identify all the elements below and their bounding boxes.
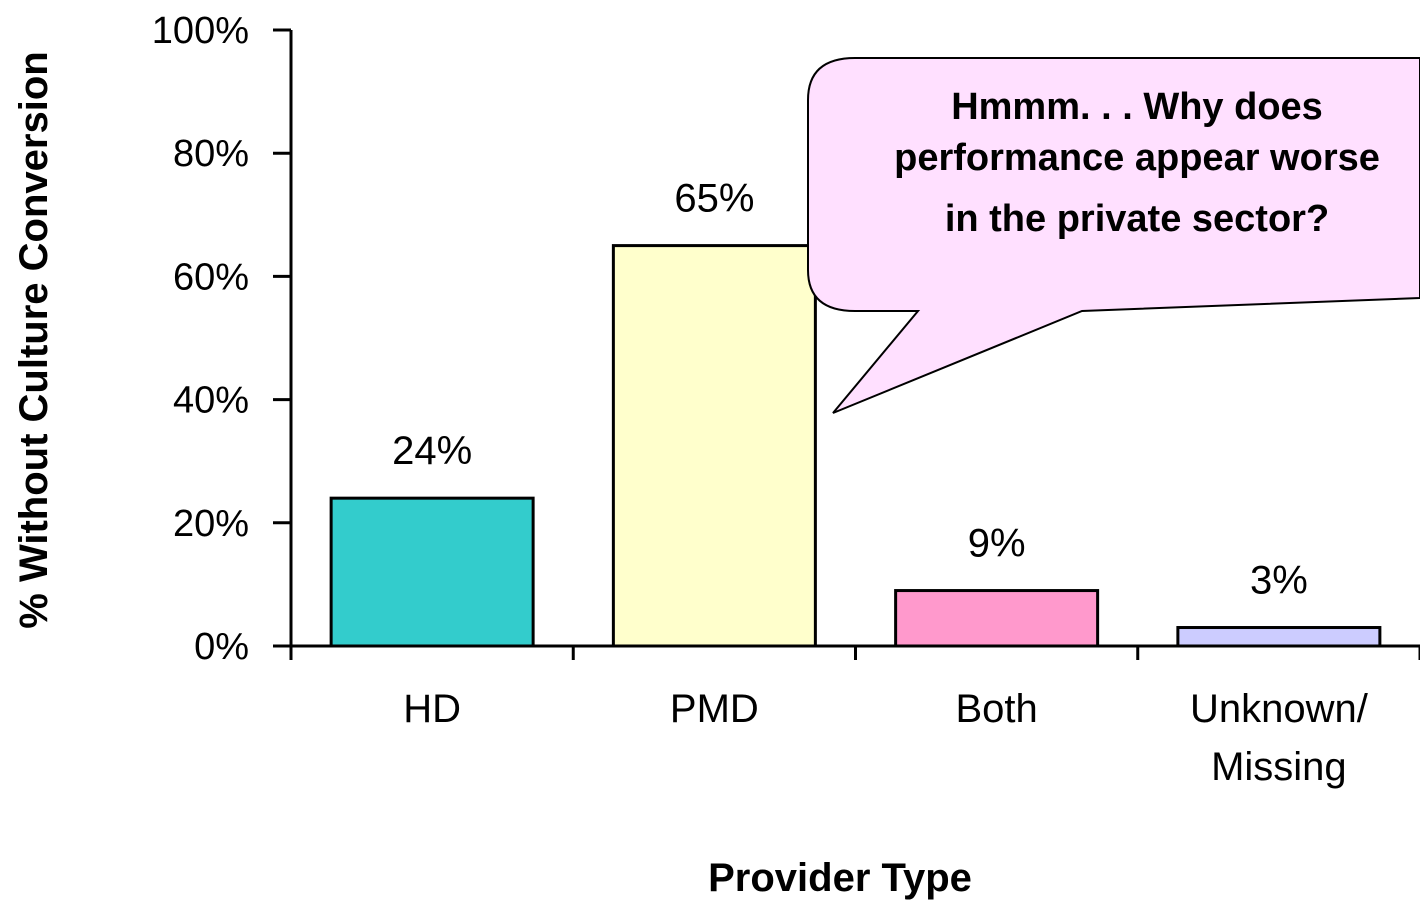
x-ticks: HD PMD Both Unknown/Missing [289, 646, 1420, 789]
y-ticks: 0% 20% 40% 60% 80% 100% [152, 10, 291, 668]
bar-1 [611, 244, 817, 648]
y-tick-label: 80% [173, 133, 249, 175]
data-label-1: 65% [674, 177, 754, 221]
bars-layer [329, 244, 1382, 648]
callout-line-2: performance appear worse [894, 137, 1380, 179]
y-tick-label: 0% [194, 626, 249, 668]
data-labels: 24% 65% 9% 3% [392, 177, 1308, 603]
callout-line-3: in the private sector? [945, 198, 1329, 240]
callout-line-1: Hmmm. . . Why does [951, 86, 1323, 128]
y-tick-label: 100% [152, 10, 249, 52]
category-label-0: HD [403, 687, 461, 731]
category-label-1: PMD [670, 687, 759, 731]
data-label-3: 3% [1250, 559, 1308, 603]
category-label-2: Both [955, 687, 1037, 731]
bar-3 [1176, 626, 1382, 648]
x-axis-title: Provider Type [708, 856, 972, 900]
data-label-2: 9% [968, 522, 1026, 566]
y-tick-label: 20% [173, 503, 249, 545]
category-label-3: Unknown/Missing [1190, 687, 1369, 789]
y-axis-title: % Without Culture Conversion [12, 51, 56, 628]
callout-shape [807, 57, 1420, 414]
y-tick-label: 40% [173, 380, 249, 422]
bar-2 [894, 589, 1100, 648]
bar-0 [329, 496, 535, 648]
speech-callout: Hmmm. . . Why does performance appear wo… [807, 57, 1420, 414]
y-tick-label: 60% [173, 256, 249, 298]
data-label-0: 24% [392, 429, 472, 473]
